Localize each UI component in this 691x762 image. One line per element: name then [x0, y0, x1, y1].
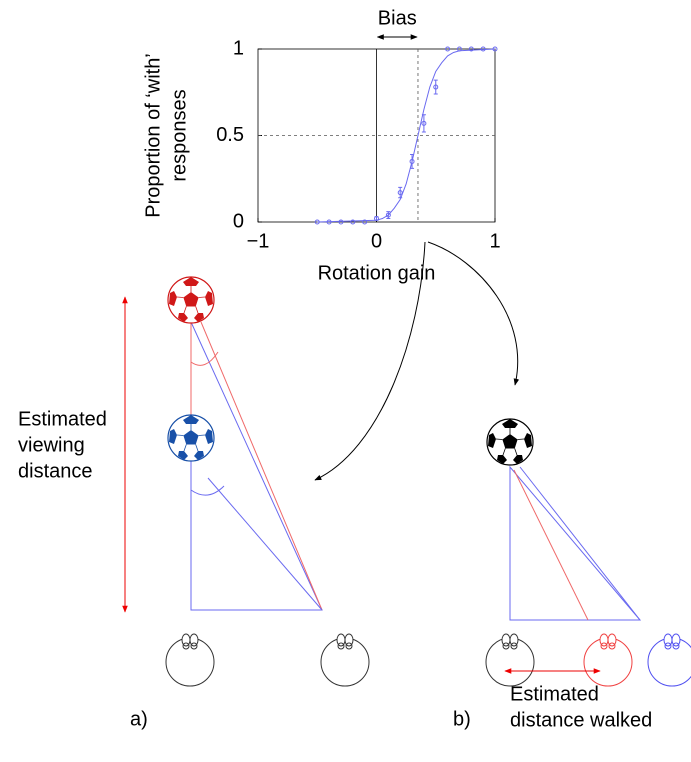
y-tick-label: 1: [233, 37, 244, 59]
angle: [190, 351, 219, 366]
annotation: Bias: [378, 7, 417, 29]
label: viewing: [18, 434, 85, 456]
point: [456, 46, 462, 52]
head: [485, 633, 535, 687]
head: [583, 633, 633, 687]
point: [397, 190, 403, 196]
point: [362, 219, 368, 225]
y-axis-label: responses: [168, 89, 190, 181]
arrow: [427, 241, 520, 386]
panel-label: a): [130, 708, 148, 730]
point: [374, 216, 379, 222]
y-axis-label: Proportion of ‘with’: [142, 53, 164, 218]
y-tick-label: 0.5: [216, 124, 244, 146]
x-tick-label: 1: [489, 230, 500, 252]
label: distance: [18, 460, 93, 482]
sight-line: [513, 469, 589, 621]
label: distance walked: [510, 709, 652, 731]
x-tick-label: −1: [247, 230, 270, 252]
sight-line: [519, 466, 641, 621]
point: [326, 219, 332, 225]
point: [421, 120, 427, 126]
y-tick-label: 0: [233, 210, 244, 232]
point: [350, 219, 356, 225]
arrow: [314, 241, 426, 481]
point: [409, 158, 415, 164]
point: [338, 219, 344, 225]
triangle: [190, 321, 323, 611]
sight-line: [207, 477, 323, 611]
point: [314, 219, 320, 225]
point: [433, 84, 439, 90]
ball: [167, 414, 215, 462]
label: Estimated: [510, 683, 599, 705]
x-tick-label: 0: [371, 230, 382, 252]
angle: [190, 485, 225, 496]
head: [320, 633, 370, 687]
ball: [167, 276, 215, 324]
head: [647, 633, 691, 687]
error-bar: [398, 186, 403, 199]
head: [165, 633, 215, 687]
ball: [486, 418, 534, 466]
point: [480, 46, 486, 52]
triangle: [509, 465, 642, 621]
point: [385, 212, 391, 218]
x-axis-label: Rotation gain: [318, 262, 436, 284]
point: [492, 46, 498, 52]
error-bar: [410, 154, 415, 169]
point: [468, 46, 474, 52]
point: [445, 46, 451, 52]
panel-label: b): [453, 708, 471, 730]
error-bar: [421, 114, 426, 133]
sight-line: [200, 321, 323, 611]
error-bar: [433, 79, 438, 95]
label: Estimated: [18, 408, 107, 430]
